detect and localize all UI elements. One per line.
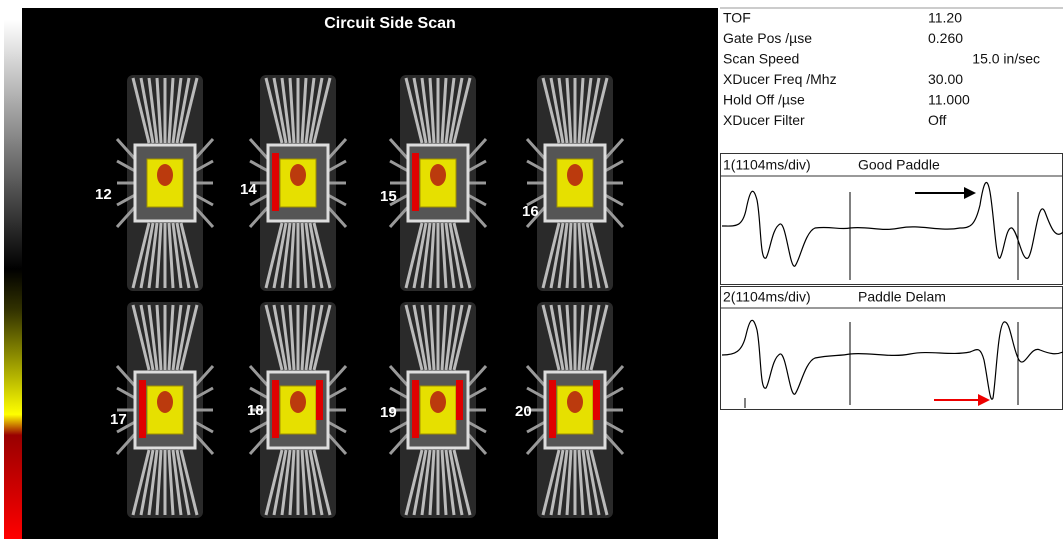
parameter-list: TOF 11.20 Gate Pos /µse 0.260 Scan Speed 15.0… (723, 10, 1040, 129)
chip-number: 20 (515, 403, 532, 420)
scan-image (22, 8, 718, 539)
parameter-label: TOF (723, 10, 751, 26)
defect (567, 164, 583, 186)
chip-number: 16 (522, 203, 539, 220)
chip-number: 14 (240, 181, 257, 198)
chip (117, 75, 213, 291)
waveform-panel (721, 287, 1063, 410)
defect (157, 391, 173, 413)
defect (430, 164, 446, 186)
chip-number: 17 (110, 411, 127, 428)
parameter-value: 11.000 (928, 92, 970, 108)
parameter-label: Scan Speed (723, 51, 799, 67)
chip (390, 75, 486, 291)
defect (139, 380, 146, 438)
parameter-value: 15.0 in/sec (972, 51, 1040, 67)
defect (456, 380, 463, 420)
scan-title: Circuit Side Scan (324, 15, 456, 32)
defect (430, 391, 446, 413)
screen: Circuit Side Scan 12 14 15 16 17 18 19 20 TOF 11… (0, 0, 1063, 539)
defect (290, 164, 306, 186)
defect (290, 391, 306, 413)
defect (549, 380, 556, 438)
chip (250, 302, 346, 518)
chip (527, 75, 623, 291)
parameter-label: XDucer Filter (723, 112, 805, 128)
chip-number: 18 (247, 402, 264, 419)
defect (567, 391, 583, 413)
parameter-value: 0.260 (928, 30, 963, 46)
waveform-channel: 1(1104ms/div) (723, 157, 811, 173)
color-scale (4, 20, 22, 539)
defect (412, 153, 419, 211)
chip (527, 302, 623, 518)
chip (117, 302, 213, 518)
defect (157, 164, 173, 186)
waveform-channel: 2(1104ms/div) (723, 289, 811, 305)
defect (272, 153, 279, 211)
parameter-label: Gate Pos /µse (723, 30, 812, 46)
defect (593, 380, 600, 420)
chip (390, 302, 486, 518)
defect (412, 380, 419, 438)
defect (272, 380, 279, 438)
parameter-label: Hold Off /µse (723, 92, 805, 108)
defect (316, 380, 323, 420)
page: {"scan": {"title": "Circuit Side Scan", … (0, 0, 1063, 539)
waveform-panel (721, 154, 1063, 285)
parameter-value: 11.20 (928, 10, 962, 26)
chip-number: 19 (380, 404, 397, 421)
chip-number: 15 (380, 188, 397, 205)
chip (250, 75, 346, 291)
parameter-value: 30.00 (928, 71, 963, 87)
parameter-value: Off (928, 112, 947, 128)
waveform-label: Good Paddle (858, 157, 940, 173)
chip-number: 12 (95, 186, 112, 203)
waveform-label: Paddle Delam (858, 289, 946, 305)
parameter-label: XDucer Freq /Mhz (723, 71, 837, 87)
